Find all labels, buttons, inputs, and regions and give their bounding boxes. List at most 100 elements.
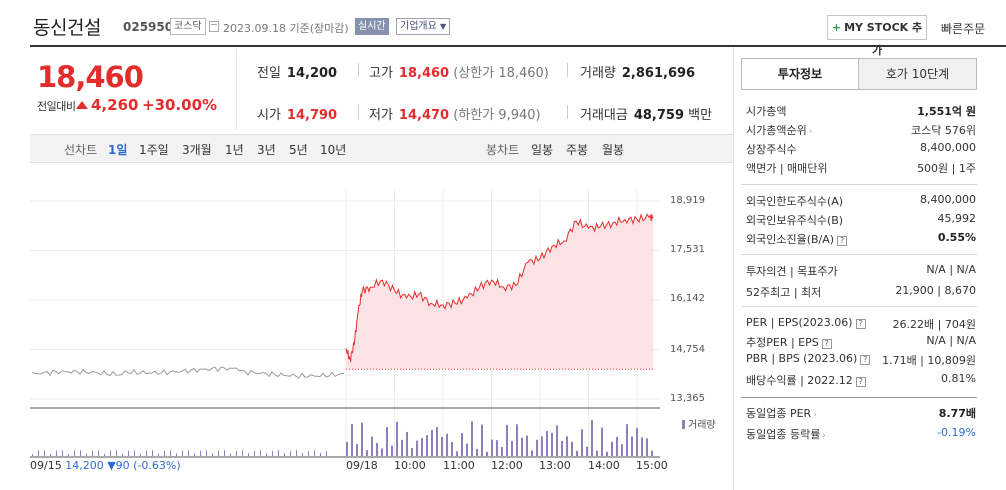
info-label: PBR | BPS (2023.06) (746, 352, 858, 365)
price-chart[interactable] (30, 190, 670, 460)
help-icon[interactable]: ? (860, 355, 871, 365)
candle-monthly[interactable]: 월봉 (602, 143, 625, 157)
stat-high: 고가 18,460 (상한가 18,460) (369, 62, 549, 81)
volume-legend-label: 거래량 (688, 420, 716, 431)
high-value: 18,460 (398, 66, 450, 81)
volume-bar (308, 451, 309, 456)
volume-bar (506, 424, 508, 456)
volume-label: 거래량 (580, 66, 616, 81)
volume-bar (194, 453, 195, 456)
help-icon[interactable]: ? (855, 319, 866, 329)
period-10y[interactable]: 10년 (320, 143, 347, 157)
open-value: 14,790 (286, 108, 338, 123)
info-row-opinion: 투자의견 | 목표주가 N/A | N/A (746, 263, 976, 280)
x-tick: 13:00 (539, 459, 571, 472)
period-1d[interactable]: 1일 (108, 143, 128, 157)
company-overview-button[interactable]: 기업개요 ▼ (396, 18, 451, 35)
volume-bar (152, 450, 153, 456)
candle-daily[interactable]: 일봉 (531, 143, 554, 157)
amount-unit: 백만 (688, 108, 713, 123)
realtime-badge: 실시간 (355, 18, 389, 35)
volume-bar (110, 450, 111, 456)
volume-bar (546, 430, 548, 456)
info-row-industry-per[interactable]: 동일업종 PER › 8.77배 (746, 405, 976, 422)
info-row-listed-shares: 상장주식수 8,400,000 (746, 141, 976, 158)
info-value: 8,400,000 (920, 141, 976, 154)
info-value: 0.55% (937, 231, 976, 244)
candle-weekly[interactable]: 주봉 (566, 143, 589, 157)
volume-bar (170, 450, 171, 456)
info-label: 외국인한도주식수(A) (746, 195, 844, 208)
volume-bar (636, 427, 638, 456)
volume-bar (351, 423, 353, 456)
y-tick: 17,531 (670, 244, 705, 255)
y-tick: 16,142 (670, 293, 705, 304)
volume-bar (461, 433, 463, 456)
volume-bar (551, 432, 553, 456)
info-label: 투자의견 | 목표주가 (746, 265, 838, 278)
volume-bar (284, 453, 285, 456)
period-3m[interactable]: 3개월 (182, 143, 212, 157)
tab-orderbook[interactable]: 호가 10단계 (859, 59, 976, 89)
volume-bar (366, 450, 368, 456)
volume-bar (431, 429, 433, 456)
period-5y[interactable]: 5년 (289, 143, 308, 157)
period-1w[interactable]: 1주일 (139, 143, 169, 157)
open-label: 시가 (257, 108, 281, 123)
help-icon[interactable]: ? (855, 377, 866, 387)
quick-order-button[interactable]: 빠른주문 (941, 22, 986, 36)
stock-code: 025950 (123, 20, 174, 34)
volume-bar (290, 451, 291, 456)
company-overview-label: 기업개요 (400, 21, 437, 32)
volume-bar (576, 450, 578, 456)
info-value: -0.19% (937, 426, 976, 439)
info-label: 배당수익률 | 2022.12 (746, 374, 853, 387)
volume-bar (456, 451, 458, 456)
volume-bar (346, 442, 348, 456)
volume-bar (116, 450, 117, 456)
x-tick: 11:00 (443, 459, 475, 472)
calendar-icon (209, 21, 219, 32)
date-value: 2023.09.18 (223, 22, 286, 35)
lower-limit: (하한가 9,940) (453, 108, 541, 123)
info-value: 코스닥 576위 (911, 124, 976, 137)
panel-divider (733, 47, 734, 490)
volume-bar (566, 436, 568, 456)
volume-bar (224, 450, 225, 456)
volume-bar (98, 450, 99, 456)
volume-bar (158, 453, 159, 456)
line-chart-label: 선차트 (64, 143, 98, 157)
y-tick: 13,365 (670, 393, 705, 404)
x-tick: 10:00 (394, 459, 426, 472)
volume-bar (526, 435, 528, 456)
volume-bar (386, 427, 388, 456)
volume-bar (182, 450, 183, 456)
volume-bar (486, 451, 488, 456)
volume-bar (481, 424, 483, 456)
volume-bar (426, 435, 428, 456)
period-3y[interactable]: 3년 (257, 143, 276, 157)
info-row-industry-change[interactable]: 동일업종 등락률 › -0.19% (746, 426, 976, 443)
volume-bar (616, 436, 618, 456)
volume-bar (122, 453, 123, 456)
add-mystock-button[interactable]: + MY STOCK 추가 (827, 15, 927, 57)
tab-investment-info[interactable]: 투자정보 (742, 59, 859, 89)
help-icon[interactable]: ? (837, 236, 848, 246)
period-1y[interactable]: 1년 (225, 143, 244, 157)
info-label: 액면가 | 매매단위 (746, 162, 828, 175)
info-row-cap-rank[interactable]: 시가총액순위 › 코스닥 576위 (746, 122, 976, 139)
volume-bar (631, 436, 633, 456)
panel-divider (741, 254, 977, 255)
stat-sep (358, 63, 359, 77)
volume-bar (381, 448, 383, 456)
info-label: 52주최고 | 최저 (746, 286, 822, 299)
price-change-value: 4,260 (91, 96, 139, 114)
chevron-right-icon: › (808, 127, 813, 137)
x-tick: 09/18 (346, 459, 378, 472)
help-icon[interactable]: ? (821, 339, 832, 349)
volume-bar (278, 450, 279, 456)
info-value: 500원 | 1주 (917, 162, 976, 175)
prev-day-line (31, 366, 345, 379)
stat-amount: 거래대금 48,759 백만 (580, 104, 712, 123)
info-label: 동일업종 등락률 (746, 428, 821, 441)
